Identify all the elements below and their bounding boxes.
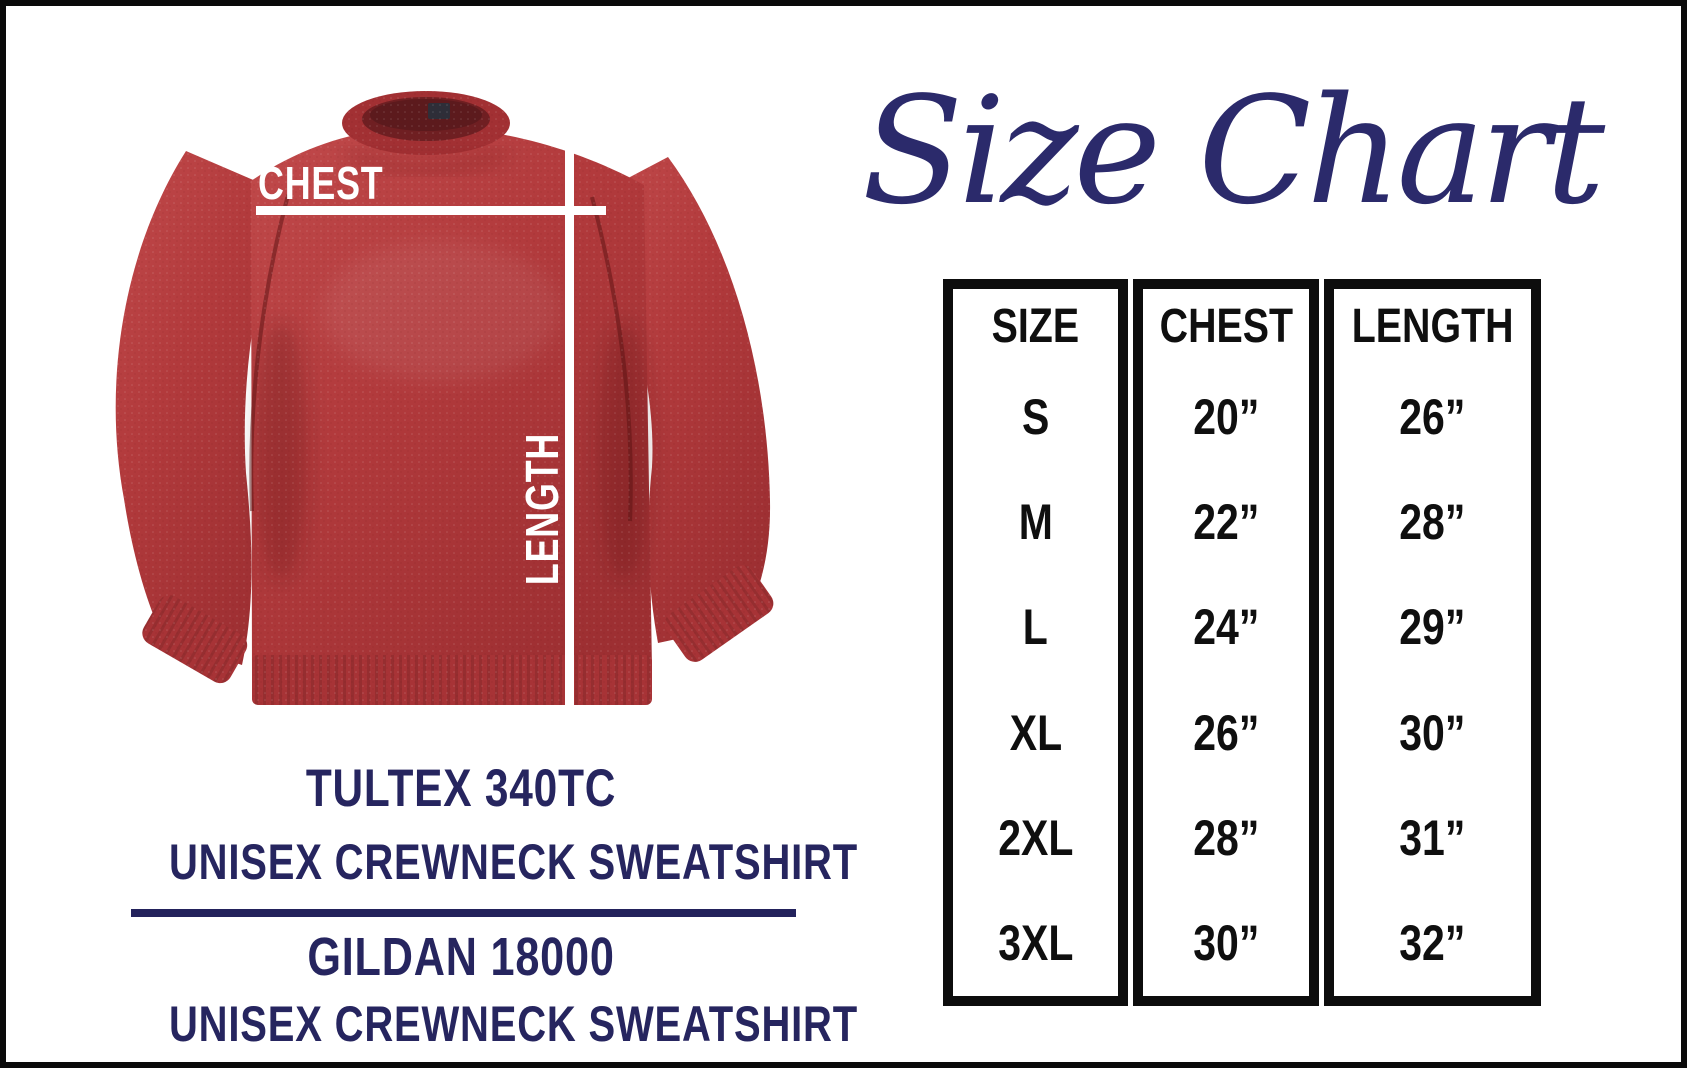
table-cell: 2XL — [953, 785, 1118, 890]
cell-value: XL — [1009, 704, 1062, 761]
cell-value: 32” — [1399, 915, 1466, 972]
cell-value: 24” — [1192, 599, 1260, 656]
product-brand-gildan: GILDAN 18000 — [307, 927, 615, 987]
size-chart-table: SIZE S M L XL 2XL 3XL CHEST 20” 22” 24” … — [943, 279, 1542, 1006]
cell-value: 30” — [1399, 704, 1466, 761]
cell-value: 31” — [1399, 809, 1466, 866]
table-cell: 30” — [1334, 680, 1531, 785]
cell-value: 28” — [1192, 809, 1260, 866]
table-cell: 24” — [1143, 575, 1308, 680]
table-cell: 28” — [1334, 469, 1531, 574]
product-brand-tultex: TULTEX 340TC — [305, 759, 617, 818]
chest-measurement-label: CHEST — [258, 157, 384, 209]
cell-value: 26” — [1192, 704, 1260, 761]
table-cell: 29” — [1334, 575, 1531, 680]
cell-value: 22” — [1192, 493, 1260, 550]
column-header-label: CHEST — [1159, 300, 1293, 353]
table-cell: 31” — [1334, 785, 1531, 890]
cell-value: 3XL — [998, 915, 1074, 972]
product-desc-gildan: UNISEX CREWNECK SWEATSHIRT — [169, 996, 858, 1052]
column-header-chest: CHEST — [1143, 289, 1308, 364]
table-cell: XL — [953, 680, 1118, 785]
cell-value: 20” — [1192, 388, 1260, 445]
product-desc-tultex: UNISEX CREWNECK SWEATSHIRT — [169, 834, 858, 890]
table-cell: 26” — [1143, 680, 1308, 785]
table-cell: 26” — [1334, 364, 1531, 469]
column-header-length: LENGTH — [1334, 289, 1531, 364]
divider-line — [131, 909, 796, 917]
cell-value: L — [1023, 599, 1049, 656]
table-cell: 3XL — [953, 891, 1118, 996]
length-measurement-line — [565, 119, 574, 707]
cell-value: 28” — [1399, 493, 1466, 550]
page-title: Size Chart — [861, 65, 1605, 237]
table-cell: 30” — [1143, 891, 1308, 996]
table-cell: 20” — [1143, 364, 1308, 469]
table-column-size: SIZE S M L XL 2XL 3XL — [943, 279, 1129, 1006]
table-cell: S — [953, 364, 1118, 469]
table-cell: 28” — [1143, 785, 1308, 890]
sweatshirt-image — [46, 81, 806, 731]
table-cell: L — [953, 575, 1118, 680]
product-names-block: TULTEX 340TC UNISEX CREWNECK SWEATSHIRT … — [96, 6, 858, 1062]
cell-value: S — [1021, 388, 1050, 445]
table-cell: 22” — [1143, 469, 1308, 574]
column-header-label: LENGTH — [1351, 300, 1514, 353]
column-header-label: SIZE — [991, 300, 1080, 353]
table-cell: M — [953, 469, 1118, 574]
cell-value: 26” — [1399, 388, 1466, 445]
table-column-chest: CHEST 20” 22” 24” 26” 28” 30” — [1133, 279, 1319, 1006]
table-column-length: LENGTH 26” 28” 29” 30” 31” 32” — [1323, 279, 1542, 1006]
cell-value: 29” — [1399, 599, 1466, 656]
cell-value: 30” — [1192, 915, 1260, 972]
table-cell: 32” — [1334, 891, 1531, 996]
cell-value: M — [1018, 493, 1053, 550]
column-header-size: SIZE — [953, 289, 1118, 364]
chest-measurement-line — [256, 206, 606, 215]
cell-value: 2XL — [998, 809, 1074, 866]
